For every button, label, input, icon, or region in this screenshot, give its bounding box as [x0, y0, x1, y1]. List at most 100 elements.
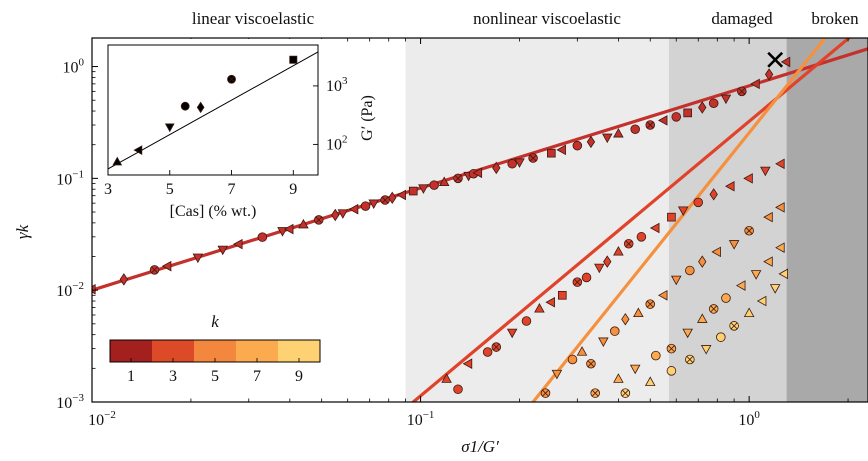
otimes-cross-b: [646, 121, 654, 129]
point-k3-4: [491, 342, 502, 352]
point-k1-19: [396, 189, 406, 201]
point-k1-45: [720, 94, 732, 105]
point-k1-43: [698, 101, 707, 114]
break-point-marker: [767, 51, 784, 68]
inset-x-tick-label-0: 3: [104, 181, 112, 198]
otimes-cross-b: [625, 240, 633, 248]
point-k3-18: [667, 212, 676, 222]
point-k7-3: [651, 350, 661, 361]
point-k1-13: [337, 209, 349, 219]
point-k3-17: [649, 222, 660, 234]
point-k1-20: [408, 186, 418, 196]
point-k9-9: [769, 284, 781, 294]
point-k1-6: [233, 238, 243, 250]
otimes-cross-b: [492, 343, 500, 351]
point-k3-12: [594, 263, 605, 274]
point-k1-9: [283, 223, 294, 235]
point-k1-16: [368, 199, 379, 210]
point-k3-6: [521, 316, 532, 326]
inset-point-3: [180, 101, 190, 111]
otimes-cross-b: [151, 266, 158, 274]
point-k1-21: [418, 184, 429, 194]
otimes-cross-b: [738, 87, 746, 95]
point-k7-12: [775, 242, 785, 253]
point-k5-6: [610, 326, 620, 336]
otimes-cross-b: [454, 174, 462, 182]
otimes-cross-b: [542, 389, 549, 397]
x-tick-label-1: 10−1: [407, 409, 435, 429]
inset-y-tick-label-1: 103: [326, 75, 348, 95]
point-k9-4: [700, 345, 712, 355]
y-tick-label-1: 10−2: [56, 280, 84, 300]
point-k1-34: [572, 140, 583, 151]
point-k9-8: [756, 295, 767, 307]
x-tick-label-2: 100: [738, 409, 760, 429]
point-k1-8: [277, 227, 288, 237]
otimes-cross-b: [730, 322, 738, 330]
point-k7-10: [750, 270, 762, 280]
point-k1-38: [630, 124, 640, 135]
otimes-cross-b: [668, 345, 675, 353]
break-cross-b: [767, 51, 784, 68]
inset-fit-line: [107, 51, 319, 170]
point-k1-14: [348, 203, 359, 215]
point-k5-16: [744, 225, 754, 236]
point-k3-2: [462, 358, 473, 369]
fit-line-k3: [411, 38, 852, 402]
region-labels: linear viscoelastic nonlinear viscoelasti…: [192, 9, 859, 28]
point-k5-14: [711, 246, 721, 258]
inset-point-5: [227, 74, 236, 84]
inset-point-0: [112, 156, 123, 166]
point-k5-13: [698, 255, 707, 268]
point-k3-16: [636, 232, 647, 242]
point-k7-5: [682, 328, 693, 339]
otimes-cross-b: [591, 389, 599, 397]
point-k1-35: [586, 135, 596, 149]
point-k1-33: [556, 144, 566, 156]
point-k1-31: [528, 153, 538, 163]
region-band-1: [405, 38, 669, 402]
point-k5-12: [685, 265, 695, 276]
point-k3-21: [709, 188, 718, 201]
colorbar-tick-label-2: 5: [211, 368, 219, 385]
point-k5-1: [551, 369, 563, 380]
point-k1-40: [657, 115, 668, 126]
point-k5-9: [645, 299, 656, 309]
point-k9-10: [778, 268, 788, 280]
point-k1-46: [737, 86, 747, 97]
fit-line-k5: [531, 38, 828, 402]
point-k3-0: [441, 373, 452, 383]
series-k3: [441, 158, 785, 395]
plot-frame: [91, 37, 868, 403]
inset-background: [98, 39, 328, 207]
point-k5-2: [567, 354, 578, 365]
otimes-cross-b: [315, 216, 323, 224]
point-k1-28: [492, 161, 501, 175]
point-k1-24: [453, 173, 463, 184]
otimes-cross-b: [228, 76, 235, 83]
point-k3-3: [482, 347, 493, 357]
colorbar-swatch-1: [152, 340, 195, 362]
point-k5-5: [598, 337, 609, 348]
colorbar-title: k: [211, 312, 219, 331]
region-band-3: [786, 38, 868, 402]
inset-point-1: [133, 145, 143, 155]
point-k1-48: [764, 68, 774, 81]
inset-x-tick-label-3: 9: [289, 181, 297, 198]
point-k9-5: [716, 332, 726, 342]
point-k1-30: [514, 158, 525, 168]
colorbar-tick-label-1: 3: [169, 368, 177, 385]
point-k3-1: [453, 384, 463, 395]
point-k5-17: [763, 211, 773, 223]
point-k1-44: [708, 98, 719, 108]
otimes-cross-b: [686, 356, 694, 363]
point-k3-11: [581, 272, 592, 283]
point-k3-25: [775, 158, 785, 170]
point-k9-3: [685, 354, 695, 365]
point-k3-8: [545, 296, 555, 308]
point-k1-15: [360, 201, 371, 211]
point-k3-9: [557, 290, 567, 300]
point-k7-11: [763, 256, 773, 267]
